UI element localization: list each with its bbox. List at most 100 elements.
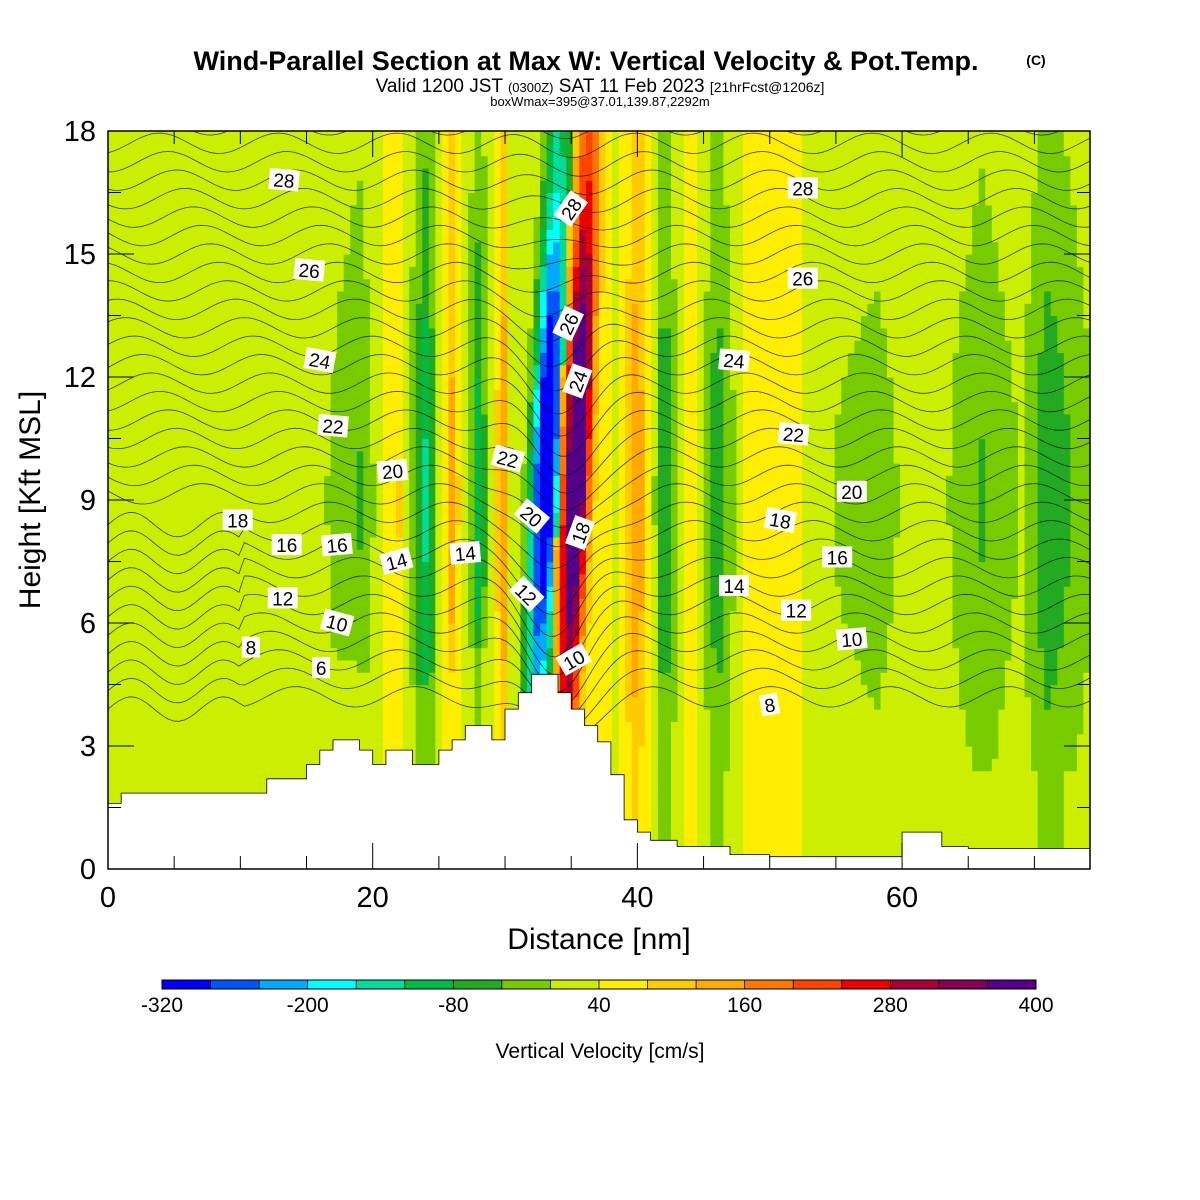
w-cell [382,709,391,722]
w-cell [160,450,168,464]
w-cell [278,573,286,587]
w-cell [494,229,502,243]
w-cell [258,426,266,440]
w-cell [618,180,626,194]
w-cell [212,303,220,317]
w-cell [108,696,116,710]
w-cell [566,389,574,403]
w-cell [546,204,554,218]
w-cell [304,217,312,230]
w-cell [389,426,397,440]
w-cell [513,143,522,157]
w-cell [507,500,515,513]
w-cell [186,229,194,243]
w-cell [572,167,580,181]
w-cell [291,364,299,378]
w-cell [644,131,652,144]
w-cell [612,524,620,538]
w-cell [252,758,260,772]
w-cell [278,487,286,501]
w-cell [291,131,299,144]
w-cell [389,487,397,501]
w-cell [644,512,652,526]
w-cell [147,278,155,292]
w-cell [134,487,142,501]
w-cell [245,709,253,722]
w-cell [382,192,391,206]
w-cell [278,327,286,341]
w-cell [206,623,214,636]
w-cell [402,303,410,317]
w-cell [232,315,240,329]
w-cell [127,155,135,169]
w-cell [494,180,502,194]
w-cell [310,500,319,513]
w-cell [481,573,489,587]
w-cell [271,733,279,747]
w-cell [258,487,266,501]
w-cell [454,709,463,722]
w-cell [271,623,279,636]
w-cell [108,623,116,636]
w-cell [324,266,332,280]
w-cell [180,500,188,513]
w-cell [415,598,423,612]
w-cell [258,709,266,722]
w-cell [252,733,260,747]
w-cell [238,536,247,550]
w-cell [284,413,292,427]
w-cell [402,180,410,194]
w-cell [369,524,378,538]
w-cell [238,598,247,612]
w-cell [559,401,567,415]
w-cell [291,303,299,317]
w-cell [559,364,567,378]
w-cell [252,377,260,390]
w-cell [638,635,646,649]
w-cell [160,672,168,686]
w-cell [468,241,476,255]
w-cell [166,167,175,181]
w-cell [343,327,351,341]
w-cell [422,426,430,440]
w-cell [350,450,358,464]
w-cell [579,229,587,243]
w-cell [278,758,286,772]
w-cell [219,180,227,194]
w-cell [108,561,116,575]
w-cell [382,647,391,661]
w-cell [160,364,168,378]
w-cell [454,672,463,686]
w-cell [186,340,194,353]
w-cell [612,315,620,329]
w-cell [487,586,495,599]
w-cell [114,204,122,218]
w-cell [546,426,554,440]
w-cell [415,131,423,144]
w-cell [382,573,391,587]
w-cell [481,524,489,538]
w-cell [166,758,175,772]
w-cell [350,377,358,390]
w-cell [494,672,502,686]
w-cell [193,377,201,390]
w-cell [644,684,652,698]
w-cell [513,315,522,329]
w-cell [337,561,345,575]
w-cell [330,512,338,526]
w-cell [153,254,161,267]
w-cell [422,413,430,427]
w-cell [468,709,476,722]
w-cell [284,340,292,353]
w-cell [599,500,607,513]
w-cell [402,672,410,686]
w-cell [108,549,116,563]
w-cell [180,131,188,144]
w-cell [212,623,220,636]
w-cell [238,364,247,378]
w-cell [592,413,600,427]
w-cell [402,192,410,206]
w-cell [599,573,607,587]
w-cell [540,278,548,292]
w-cell [193,217,201,230]
